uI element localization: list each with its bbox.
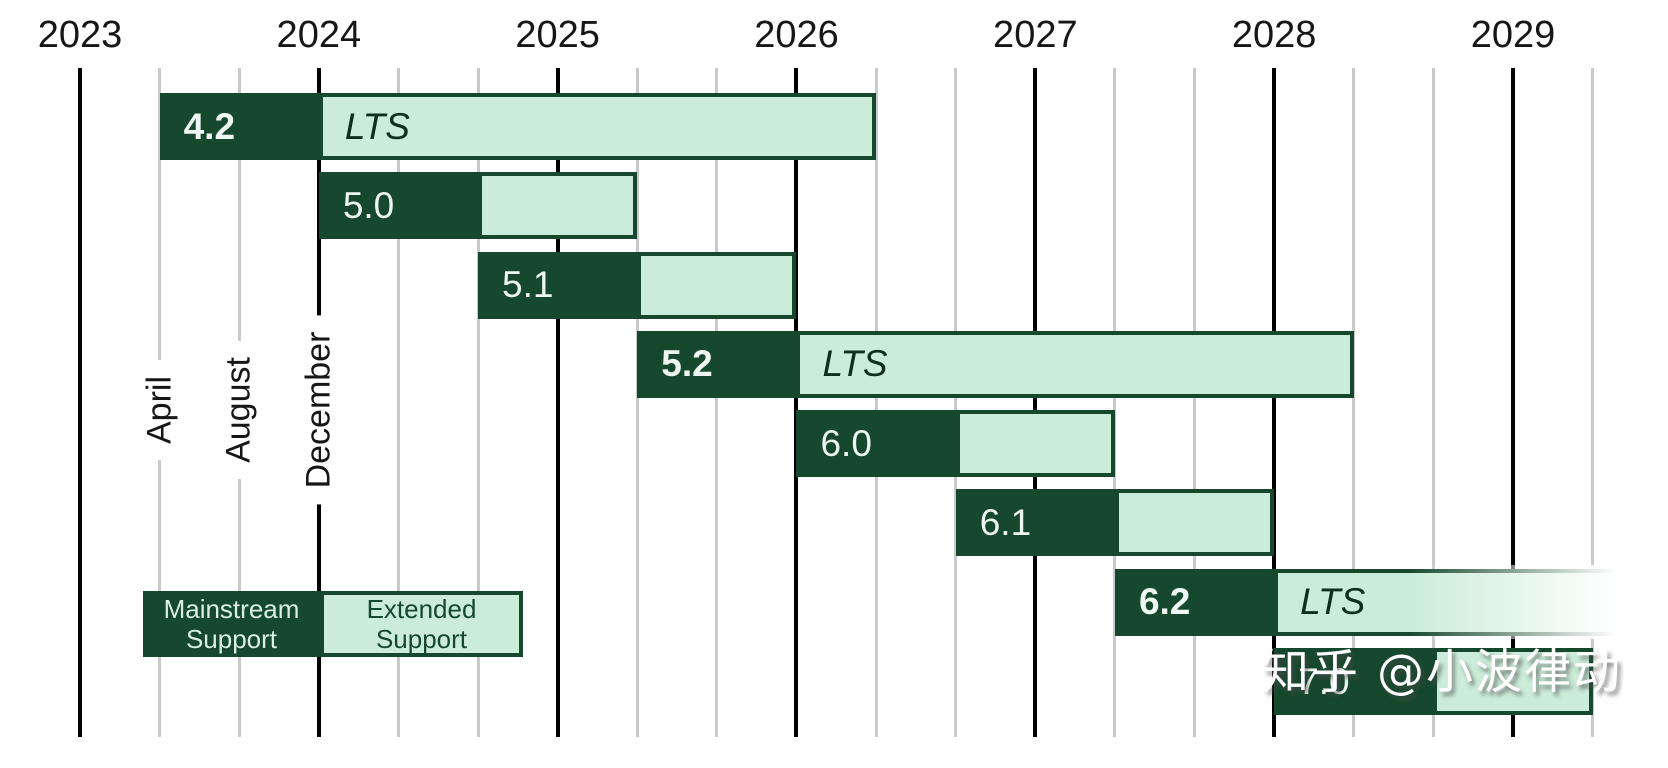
version-label-5.0: 5.0 xyxy=(342,184,395,226)
version-label-6.0: 6.0 xyxy=(820,422,872,464)
lts-label-5.2: LTS xyxy=(822,343,888,385)
bar-7.0-extended xyxy=(1433,648,1593,716)
bar-4.2-extended: LTS xyxy=(318,93,877,160)
bar-6.0-extended xyxy=(955,410,1115,478)
month-grid-line xyxy=(396,68,400,737)
month-grid-line xyxy=(635,68,639,737)
version-label-5.2: 5.2 xyxy=(661,343,713,385)
year-label-2029: 2029 xyxy=(1470,14,1556,56)
bar-5.1-mainstream: 5.1 xyxy=(478,251,638,319)
month-grid-line xyxy=(1591,68,1595,737)
year-label-2027: 2027 xyxy=(993,14,1078,56)
version-label-6.1: 6.1 xyxy=(979,501,1032,543)
month-label-december: December xyxy=(294,315,344,505)
year-label-2026: 2026 xyxy=(754,14,839,56)
year-grid-line xyxy=(1510,68,1515,737)
month-grid-line xyxy=(1113,68,1117,737)
bar-6.2-mainstream: 6.2 xyxy=(1114,568,1275,636)
year-grid-line xyxy=(555,68,560,737)
bar-6.1-mainstream: 6.1 xyxy=(955,489,1115,557)
bar-6.1-extended xyxy=(1114,489,1275,557)
year-grid-line xyxy=(1033,68,1038,737)
month-grid-line xyxy=(1352,68,1356,737)
version-label-6.2: 6.2 xyxy=(1138,581,1191,623)
version-label-4.2: 4.2 xyxy=(183,105,236,147)
bar-6.0-mainstream: 6.0 xyxy=(796,410,956,478)
version-label-7.0: 7.0 xyxy=(1298,660,1350,702)
bar-5.2-mainstream: 5.2 xyxy=(637,330,797,398)
legend-extended-support: Extended Support xyxy=(320,591,523,657)
bar-5.1-extended xyxy=(637,251,797,319)
zhihu-watermark: 知乎 @小波律动 xyxy=(1262,645,1622,700)
year-grid-line xyxy=(78,68,82,737)
year-label-2025: 2025 xyxy=(515,14,600,56)
month-grid-line xyxy=(1431,68,1435,737)
year-label-2023: 2023 xyxy=(37,14,123,56)
lts-label-6.2: LTS xyxy=(1300,581,1366,623)
month-grid-line xyxy=(476,68,480,737)
bar-4.2-mainstream: 4.2 xyxy=(159,93,319,160)
month-label-april: April xyxy=(135,359,185,461)
lts-bar-fade-out-gradient xyxy=(1408,565,1668,639)
month-grid-line xyxy=(1193,68,1197,737)
bar-5.2-extended: LTS xyxy=(796,330,1354,398)
lts-label-4.2: LTS xyxy=(344,105,410,147)
month-grid-line xyxy=(715,68,719,737)
month-label-august: August xyxy=(214,341,264,479)
month-grid-line xyxy=(874,68,878,737)
legend-mainstream-support: Mainstream Support xyxy=(143,591,320,657)
year-grid-line xyxy=(794,68,799,737)
year-label-2028: 2028 xyxy=(1231,14,1317,56)
year-label-2024: 2024 xyxy=(276,14,362,56)
version-label-5.1: 5.1 xyxy=(502,264,554,306)
bar-5.0-extended xyxy=(478,172,638,240)
year-grid-line xyxy=(1272,68,1277,737)
month-grid-line xyxy=(954,68,958,737)
bar-5.0-mainstream: 5.0 xyxy=(318,172,479,240)
bar-7.0-mainstream: 7.0 xyxy=(1274,648,1434,716)
